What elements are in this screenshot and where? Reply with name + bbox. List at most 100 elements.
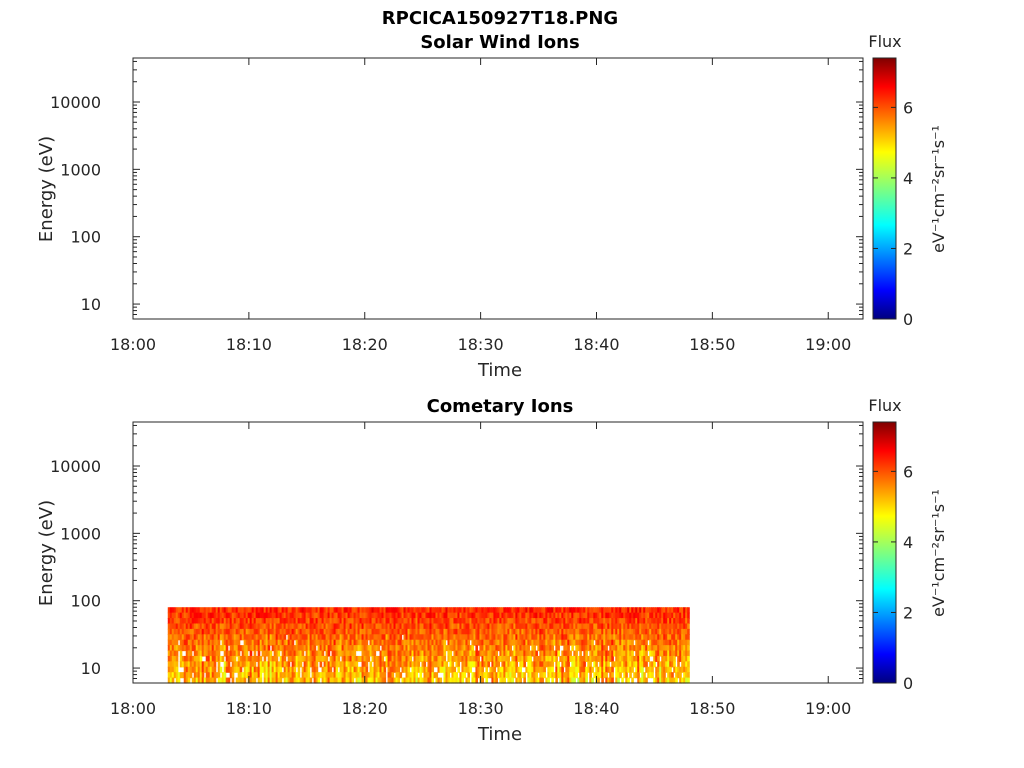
flux-cell [235, 628, 239, 635]
flux-cell [273, 634, 277, 641]
flux-cell [427, 661, 431, 668]
flux-cell [559, 639, 562, 646]
flux-cell [273, 639, 277, 646]
flux-cell [397, 639, 401, 646]
flux-cell [669, 623, 672, 630]
flux-cell [541, 612, 544, 619]
flux-cell [593, 628, 596, 635]
flux-cell [243, 672, 247, 679]
flux-cell [331, 645, 335, 652]
flux-cell [201, 634, 205, 641]
flux-cell [551, 661, 554, 668]
flux-cell [315, 650, 319, 657]
flux-cell [497, 607, 500, 614]
flux-cell [575, 612, 578, 619]
flux-cell [187, 672, 191, 679]
flux-cell [665, 628, 668, 635]
flux-cell [319, 607, 323, 614]
flux-cell [601, 628, 604, 635]
flux-cell [489, 672, 493, 679]
flux-cell [193, 661, 197, 668]
flux-cell [257, 677, 261, 684]
flux-cell [575, 623, 578, 630]
flux-cell [235, 612, 239, 619]
flux-cell [633, 612, 636, 619]
flux-cell [365, 666, 369, 673]
flux-cell [259, 672, 263, 679]
flux-cell [467, 634, 471, 641]
flux-cell [669, 661, 672, 668]
flux-cell [565, 612, 568, 619]
flux-cell [567, 661, 570, 668]
flux-cell [255, 612, 259, 619]
flux-cell [661, 623, 664, 630]
flux-cell [429, 612, 433, 619]
flux-cell [185, 634, 189, 641]
flux-cell [469, 612, 473, 619]
flux-cell [651, 618, 654, 625]
flux-cell [363, 634, 367, 641]
flux-cell [395, 666, 399, 673]
flux-cell [469, 650, 473, 657]
flux-cell [461, 618, 465, 625]
flux-cell [335, 628, 339, 635]
flux-cell [557, 628, 560, 635]
flux-cell [385, 645, 389, 652]
flux-cell [517, 645, 520, 652]
flux-cell [231, 607, 235, 614]
flux-cell [585, 612, 588, 619]
flux-cell [685, 612, 688, 619]
flux-cell [529, 607, 532, 614]
flux-cell [175, 618, 179, 625]
flux-cell [507, 677, 510, 684]
flux-cell [619, 639, 622, 646]
flux-cell [393, 618, 397, 625]
flux-cell [397, 645, 401, 652]
flux-cell [347, 618, 351, 625]
flux-cell [173, 645, 177, 652]
flux-cell [167, 655, 171, 662]
flux-cell [369, 672, 373, 679]
flux-cell [423, 612, 427, 619]
flux-cell [365, 677, 369, 684]
flux-cell [539, 650, 542, 657]
flux-cell [559, 634, 562, 641]
flux-cell [625, 677, 628, 684]
flux-cell [373, 666, 377, 673]
flux-cell [563, 618, 566, 625]
flux-cell [577, 666, 580, 673]
flux-cell [499, 645, 502, 652]
flux-cell [559, 628, 562, 635]
flux-cell [375, 672, 379, 679]
flux-cell [401, 628, 405, 635]
flux-cell [407, 634, 411, 641]
flux-cell [239, 645, 243, 652]
panel-solar-wind: Solar Wind Ions 18:00 18:10 18:20 18:30 18:4… [36, 32, 948, 381]
flux-cell [483, 628, 487, 635]
flux-cell [433, 607, 437, 614]
flux-cell [449, 612, 453, 619]
flux-cell [481, 628, 485, 635]
flux-cell [627, 607, 630, 614]
flux-cell [385, 628, 389, 635]
flux-cell [381, 623, 385, 630]
flux-cell [421, 639, 425, 646]
flux-cell [495, 623, 498, 630]
flux-cell [447, 650, 451, 657]
flux-cell [311, 639, 315, 646]
flux-cell [405, 623, 409, 630]
flux-cell [239, 666, 243, 673]
flux-cell [199, 623, 203, 630]
flux-cell [435, 618, 439, 625]
flux-cell [193, 645, 197, 652]
flux-cell [207, 672, 211, 679]
flux-cell [667, 639, 670, 646]
flux-cell [493, 623, 497, 630]
flux-cell [387, 650, 391, 657]
flux-cell [421, 618, 425, 625]
flux-cell [453, 666, 457, 673]
flux-cell [437, 623, 441, 630]
flux-cell [409, 655, 413, 662]
flux-cell [299, 628, 303, 635]
flux-cell [251, 607, 255, 614]
